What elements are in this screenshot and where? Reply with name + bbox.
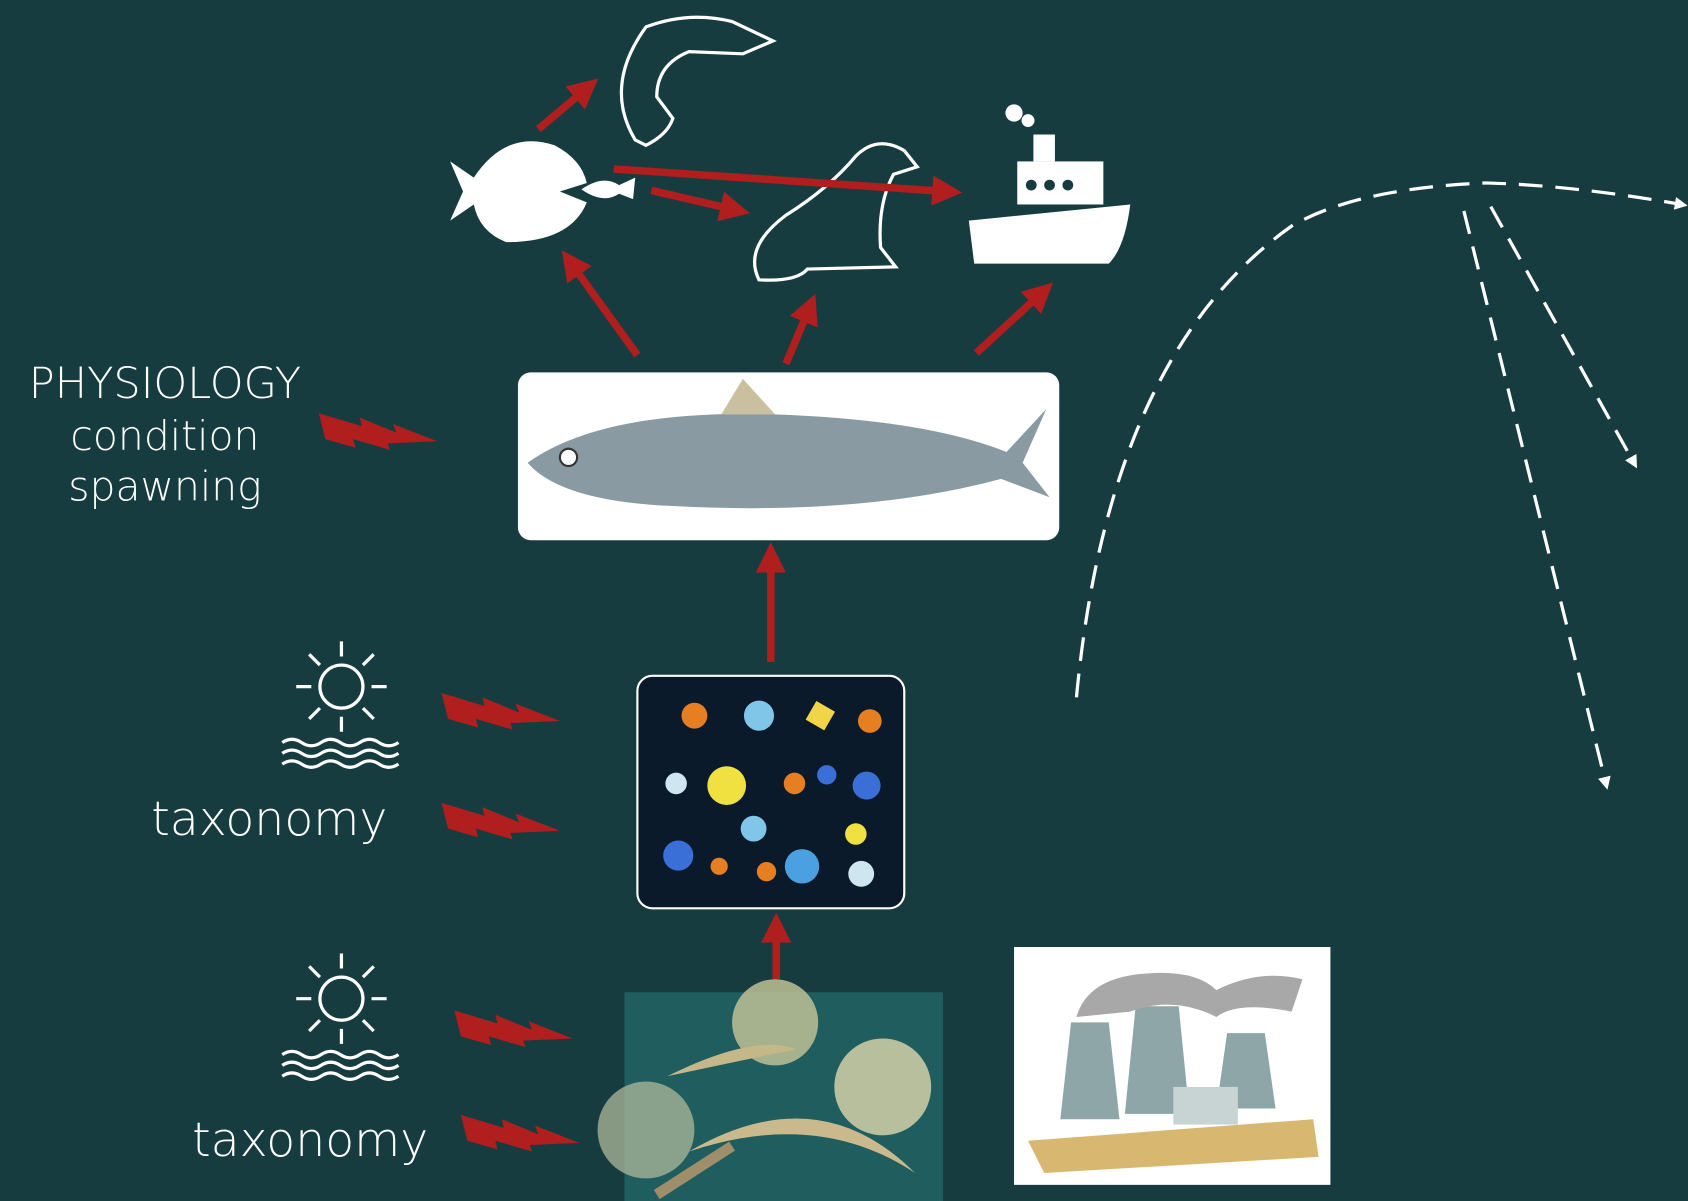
physiology-title: PHYSIOLOGY: [29, 359, 301, 409]
zooplankton-image: [637, 676, 904, 908]
stressor-bolt: [442, 693, 560, 730]
power-plant-image: [1014, 947, 1330, 1185]
phytoplankton-image: [598, 979, 943, 1201]
sun-water-icon: [282, 953, 398, 1079]
sardine-image: [518, 372, 1059, 540]
shark-icon: [621, 17, 773, 145]
taxonomy-label: taxonomy: [192, 1113, 428, 1168]
stressor-bolt: [454, 1011, 572, 1048]
stressor-bolt: [319, 413, 437, 450]
page: PHYSIOLOGY condition spawning taxonomy t…: [0, 0, 1688, 1201]
physiology-item: spawning: [68, 462, 261, 510]
sun-water-icon: [282, 641, 398, 767]
big-fish-icon: [450, 141, 635, 242]
ship-icon: [969, 104, 1130, 263]
stressor-bolt: [461, 1115, 579, 1152]
food-web-diagram: PHYSIOLOGY condition spawning taxonomy t…: [0, 0, 1688, 1201]
stressor-bolt: [442, 803, 560, 840]
seal-icon: [755, 144, 918, 280]
dashed-arrows: [1076, 183, 1681, 784]
physiology-item: condition: [70, 412, 259, 460]
taxonomy-label: taxonomy: [151, 792, 387, 847]
